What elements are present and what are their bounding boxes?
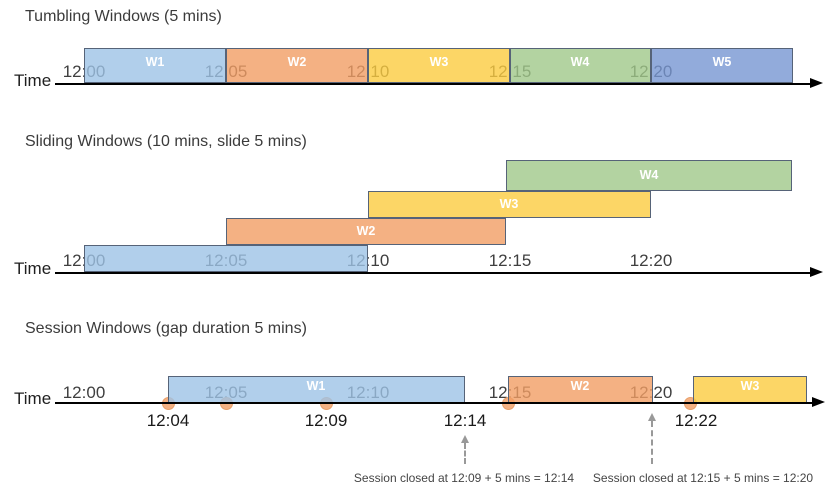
tumbling-title: Tumbling Windows (5 mins) [25, 8, 222, 25]
tumbling-window-w4 [510, 48, 651, 83]
session-tick-1200: 12:00 [62, 383, 106, 402]
tumbling-window-w1 [84, 48, 226, 83]
tumbling-w5-label: W5 [712, 55, 732, 69]
tumbling-axis-arrow-icon [810, 78, 823, 88]
sliding-tick-1215: 12:15 [488, 251, 532, 270]
session-event-label-1222: 12:22 [674, 411, 718, 430]
tumbling-time-axis-label: Time [14, 71, 52, 90]
sliding-w4-label: W4 [639, 168, 659, 182]
session-window-w1 [168, 376, 465, 403]
session-time-axis [55, 402, 814, 404]
tumbling-window-w5 [651, 48, 793, 83]
tumbling-window-w2 [226, 48, 368, 83]
sliding-tick-1220: 12:20 [629, 251, 673, 270]
sliding-window-w2 [226, 218, 506, 245]
annotation-arrow-up-icon [648, 413, 656, 421]
tumbling-w1-label: W1 [145, 55, 165, 69]
annotation-arrow-shaft [464, 443, 466, 464]
sliding-window-w3 [368, 191, 651, 218]
sliding-time-axis [55, 272, 812, 274]
session-w1-label: W1 [306, 379, 326, 393]
session-w3-label: W3 [740, 379, 760, 393]
tumbling-w2-label: W2 [287, 55, 307, 69]
session-axis-arrow-icon [812, 397, 825, 407]
sliding-time-axis-label: Time [14, 259, 52, 278]
session-event-label-1214: 12:14 [443, 411, 487, 430]
tumbling-time-axis [55, 83, 812, 85]
tumbling-w4-label: W4 [570, 55, 590, 69]
sliding-title: Sliding Windows (10 mins, slide 5 mins) [25, 133, 307, 150]
session-w2-label: W2 [570, 379, 590, 393]
session-title: Session Windows (gap duration 5 mins) [25, 320, 307, 337]
session-closed-annotation-1: Session closed at 12:09 + 5 mins = 12:14 [353, 471, 575, 485]
annotation-arrow-shaft [651, 421, 653, 464]
tumbling-w3-label: W3 [429, 55, 449, 69]
sliding-axis-arrow-icon [810, 267, 823, 277]
sliding-window-w1 [84, 245, 368, 272]
annotation-arrow-up-icon [461, 435, 469, 443]
session-event-label-1209: 12:09 [304, 411, 348, 430]
sliding-window-w4 [506, 160, 792, 191]
session-event-label-1204: 12:04 [146, 411, 190, 430]
session-time-axis-label: Time [14, 389, 52, 408]
tumbling-window-w3 [368, 48, 510, 83]
sliding-w2-label: W2 [356, 224, 376, 238]
session-window-w2 [508, 376, 653, 403]
session-closed-annotation-2: Session closed at 12:15 + 5 mins = 12:20 [592, 471, 814, 485]
sliding-w3-label: W3 [499, 197, 519, 211]
